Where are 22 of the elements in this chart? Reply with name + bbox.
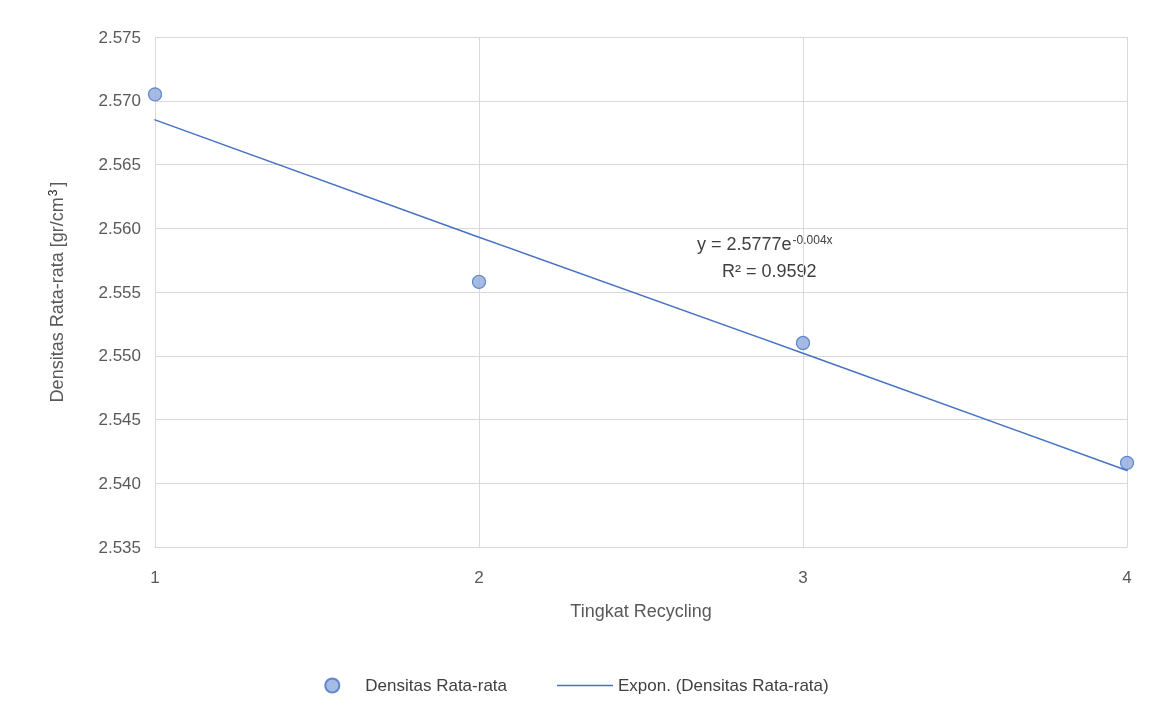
y-tick-label: 2.540 bbox=[98, 473, 141, 493]
legend-label: Expon. (Densitas Rata-rata) bbox=[618, 676, 829, 695]
y-tick-label: 2.550 bbox=[98, 346, 141, 366]
y-tick-label: 2.565 bbox=[98, 155, 141, 174]
point bbox=[795, 335, 811, 351]
point bbox=[147, 87, 163, 102]
annotation: R² = 0.9592 bbox=[722, 261, 817, 281]
point bbox=[1119, 455, 1135, 470]
x-axis-title: Tingkat Recycling bbox=[570, 601, 712, 621]
y-tick-label: 2.570 bbox=[98, 91, 141, 111]
x-tick-label: 2 bbox=[474, 568, 484, 587]
y-tick-label: 2.555 bbox=[98, 282, 141, 302]
x-tick-label: 1 bbox=[150, 568, 160, 587]
y-axis-title: Densitas Rata-rata [gr/cm3] bbox=[46, 181, 67, 403]
point bbox=[471, 274, 487, 289]
x-tick-label: 4 bbox=[1122, 568, 1132, 587]
y-tick-label: 2.535 bbox=[98, 537, 141, 557]
legend-label: Densitas Rata-rata bbox=[365, 676, 508, 695]
y-tick-label: 2.575 bbox=[98, 27, 141, 47]
x-tick-label: 3 bbox=[798, 568, 808, 587]
y-tick-label: 2.560 bbox=[98, 218, 141, 238]
y-tick-label: 2.545 bbox=[98, 410, 141, 429]
